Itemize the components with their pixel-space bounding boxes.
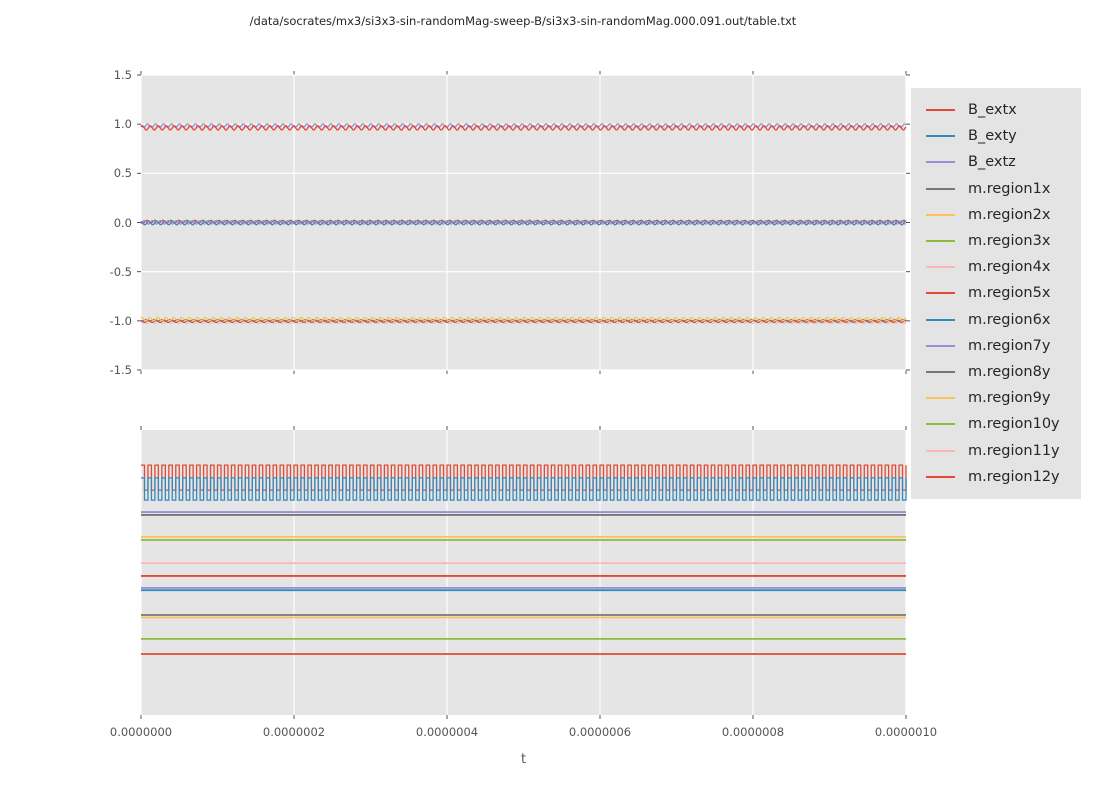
legend-swatch-line xyxy=(926,344,955,347)
legend-label: B_exty xyxy=(968,128,1017,145)
y-tick-label: 1.5 xyxy=(113,68,132,82)
legend-item: B_extz xyxy=(911,149,1081,175)
legend-item: B_extx xyxy=(911,97,1081,123)
y-tick-label: 0.0 xyxy=(113,215,132,230)
legend-item: m.region12y xyxy=(911,464,1081,490)
legend-item: B_exty xyxy=(911,123,1081,149)
y-tick-label: 1.0 xyxy=(113,117,132,132)
series-line xyxy=(141,464,907,491)
legend-item: m.region9y xyxy=(911,385,1081,411)
legend-swatch-line xyxy=(926,370,955,373)
legend-label: m.region10y xyxy=(968,416,1060,433)
legend-label: m.region2x xyxy=(968,206,1051,223)
legend-label: m.region5x xyxy=(968,285,1051,302)
legend-swatch-line xyxy=(926,449,955,452)
x-tick-label: 0.0000000 xyxy=(109,725,173,739)
series-line xyxy=(140,318,907,322)
legend-label: m.region9y xyxy=(968,390,1051,407)
legend-swatch-line xyxy=(926,475,955,478)
series-line xyxy=(140,124,907,131)
legend-label: m.region7y xyxy=(968,337,1051,354)
y-tick-label: -0.5 xyxy=(109,264,132,279)
legend-label: B_extz xyxy=(968,154,1016,171)
legend-label: m.region3x xyxy=(968,233,1051,250)
legend-item: m.region2x xyxy=(911,202,1081,228)
y-tick-label: -1.0 xyxy=(109,313,132,328)
x-tick-label: 0.0000008 xyxy=(721,725,785,739)
y-tick-label: 0.5 xyxy=(113,166,132,181)
legend-item: m.region1x xyxy=(911,176,1081,202)
legend-item: m.region8y xyxy=(911,359,1081,385)
series-line xyxy=(140,316,907,322)
series-line xyxy=(140,123,907,129)
legend-swatch-line xyxy=(926,135,955,138)
series-line xyxy=(140,219,907,225)
legend-label: m.region1x xyxy=(968,180,1051,197)
x-axis-title: t xyxy=(520,752,527,767)
plot-title: /data/socrates/mx3/si3x3-sin-randomMag-s… xyxy=(249,14,797,28)
legend-swatch-line xyxy=(926,397,955,400)
legend-item: m.region11y xyxy=(911,437,1081,463)
y-tick-label: -1.5 xyxy=(109,363,132,377)
legend-item: m.region4x xyxy=(911,254,1081,280)
legend-item: m.region6x xyxy=(911,307,1081,333)
legend-label: m.region4x xyxy=(968,259,1051,276)
legend-swatch-line xyxy=(926,161,955,164)
legend-swatch-line xyxy=(926,292,955,295)
legend-item: m.region3x xyxy=(911,228,1081,254)
legend-item: m.region10y xyxy=(911,411,1081,437)
legend: B_extx B_exty B_extz m.region1x m.region2x m.… xyxy=(911,88,1081,499)
legend-swatch-line xyxy=(926,109,955,112)
legend-swatch-line xyxy=(926,423,955,426)
x-tick-label: 0.0000010 xyxy=(874,725,938,739)
series-line xyxy=(140,320,907,325)
legend-swatch-line xyxy=(926,240,955,243)
legend-label: m.region6x xyxy=(968,311,1051,328)
legend-swatch-line xyxy=(926,213,955,216)
legend-swatch-line xyxy=(926,318,955,321)
x-tick-label: 0.0000002 xyxy=(262,725,326,739)
legend-label: m.region8y xyxy=(968,363,1051,380)
legend-swatch-line xyxy=(926,187,955,190)
series-line xyxy=(140,220,907,226)
x-tick-label: 0.0000004 xyxy=(415,725,479,739)
legend-swatch-line xyxy=(926,266,955,269)
legend-item: m.region7y xyxy=(911,333,1081,359)
legend-label: B_extx xyxy=(968,102,1017,119)
legend-item: m.region5x xyxy=(911,280,1081,306)
legend-label: m.region11y xyxy=(968,442,1060,459)
legend-label: m.region12y xyxy=(968,468,1060,485)
x-tick-label: 0.0000006 xyxy=(568,725,632,739)
series-line xyxy=(141,477,907,501)
